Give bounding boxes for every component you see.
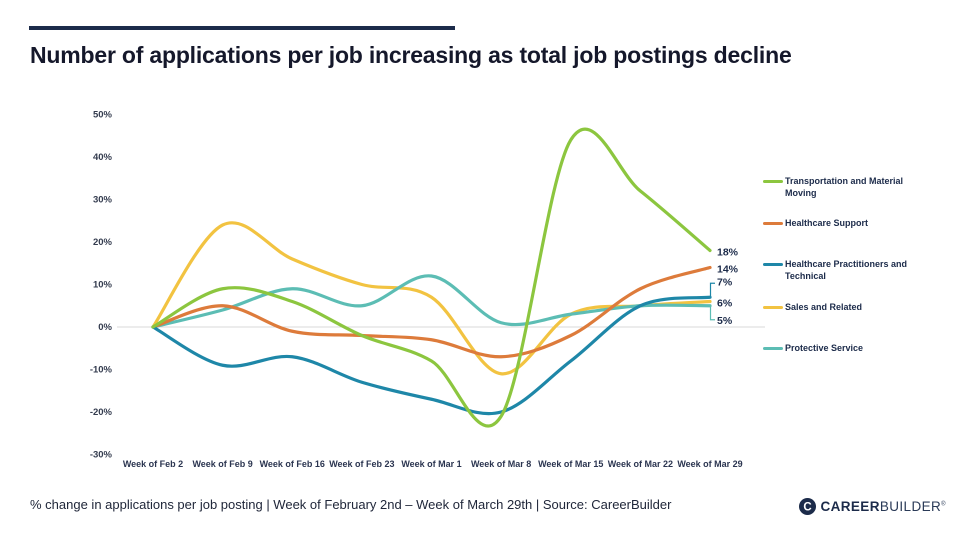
legend-item-label: Protective Service	[785, 343, 864, 353]
y-axis-tick-label: -20%	[90, 407, 113, 418]
legend-item: Sales and Related	[763, 301, 862, 313]
title-accent-rule	[29, 26, 455, 30]
y-axis-tick-label: 50%	[93, 110, 113, 121]
x-axis-tick-label: Week of Feb 23	[329, 459, 394, 469]
careerbuilder-logo-text: CAREERBUILDER®	[820, 499, 946, 514]
series-end-value-label: 18%	[717, 247, 739, 259]
legend-item: Transportation and Material Moving	[763, 175, 913, 199]
x-axis-tick-label: Week of Feb 16	[260, 459, 325, 469]
y-axis-tick-label: -10%	[90, 365, 113, 376]
series-line-2	[151, 265, 712, 359]
legend-swatch-icon	[763, 180, 783, 183]
logo-word-career: CAREER	[820, 498, 880, 514]
legend-item-label: Healthcare Practitioners and Technical	[785, 259, 908, 281]
line-chart-canvas: 50% 40% 30% 20% 10% 0% -10% -20% -30% Week of Feb…	[90, 110, 765, 469]
series-line-1	[151, 127, 712, 428]
legend-item-label: Healthcare Support	[785, 218, 869, 228]
x-axis-tick-label: Week of Mar 15	[538, 459, 603, 469]
legend-swatch-icon	[763, 222, 783, 225]
x-axis-tick-label: Week of Mar 29	[677, 459, 742, 469]
legend-item: Healthcare Practitioners and Technical	[763, 258, 913, 282]
series-end-value-label: 6%	[717, 298, 733, 310]
series-line-5	[151, 274, 712, 329]
legend-item-label: Sales and Related	[785, 302, 863, 312]
x-axis-tick-label: Week of Mar 1	[401, 459, 461, 469]
svg-text:C: C	[804, 501, 812, 513]
line-chart: 50% 40% 30% 20% 10% 0% -10% -20% -30% Week of Feb…	[70, 100, 770, 480]
logo-registered-mark: ®	[941, 501, 946, 507]
series-end-value-label: 5%	[717, 315, 733, 327]
chart-caption: % change in applications per job posting…	[30, 497, 672, 512]
y-axis-tick-label: 40%	[93, 152, 113, 163]
y-axis-tick-label: -30%	[90, 450, 113, 461]
y-axis-tick-label: 20%	[93, 237, 113, 248]
legend-item: Healthcare Support	[763, 217, 868, 229]
legend-item-label: Transportation and Material Moving	[785, 176, 904, 198]
careerbuilder-logo: C CAREERBUILDER®	[799, 495, 946, 517]
y-axis-tick-label: 0%	[98, 322, 112, 333]
end-label-bracket	[709, 306, 715, 321]
logo-word-builder: BUILDER	[879, 498, 942, 514]
series-line-3	[151, 295, 712, 416]
careerbuilder-logo-icon: C	[799, 497, 817, 515]
y-axis-tick-label: 10%	[93, 280, 113, 291]
x-axis-tick-label: Week of Mar 8	[471, 459, 531, 469]
legend-swatch-icon	[763, 347, 783, 350]
legend-swatch-icon	[763, 306, 783, 309]
x-axis-tick-label: Week of Feb 9	[192, 459, 252, 469]
x-axis-tick-label: Week of Feb 2	[123, 459, 183, 469]
legend-item: Protective Service	[763, 342, 863, 354]
legend-swatch-icon	[763, 263, 783, 266]
series-end-value-label: 14%	[717, 264, 739, 276]
series-line-4	[151, 221, 712, 376]
page-title: Number of applications per job increasin…	[30, 42, 792, 68]
end-label-bracket	[709, 282, 715, 297]
series-end-value-label: 7%	[717, 276, 733, 288]
x-axis-tick-label: Week of Mar 22	[608, 459, 673, 469]
y-axis-tick-label: 30%	[93, 195, 113, 206]
